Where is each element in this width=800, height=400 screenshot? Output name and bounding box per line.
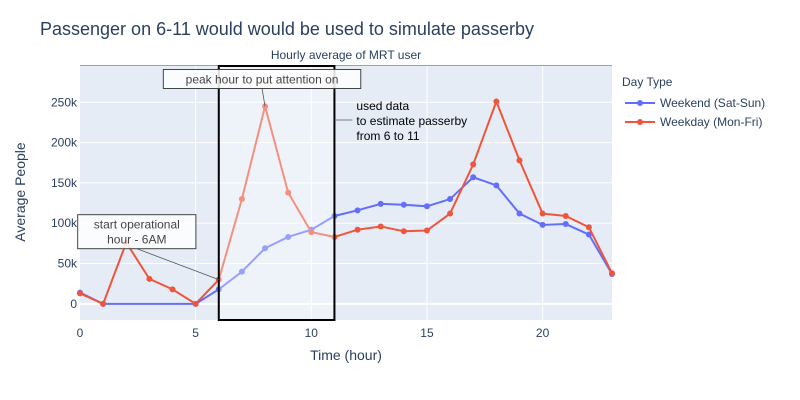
data-point <box>470 174 477 181</box>
annotation-text: to estimate passerby <box>356 114 467 128</box>
data-point <box>493 182 500 189</box>
annotation-arrow <box>261 88 266 107</box>
annotation-box <box>77 214 197 250</box>
x-tick-label: 10 <box>305 326 319 340</box>
data-point <box>470 161 477 168</box>
data-point <box>77 290 83 297</box>
data-point <box>377 200 384 207</box>
data-point <box>516 157 523 164</box>
y-tick-label: 200k <box>51 136 78 150</box>
annotation-box <box>162 69 362 89</box>
data-point <box>146 275 153 282</box>
data-point <box>285 189 292 196</box>
legend-marker <box>637 100 643 106</box>
plot-area <box>80 66 612 320</box>
annotation-arrow <box>136 248 219 281</box>
x-axis-label: Time (hour) <box>310 347 382 363</box>
annotation-text: from 6 to 11 <box>356 129 419 143</box>
data-point <box>354 226 361 233</box>
y-tick-label: 0 <box>70 297 77 311</box>
data-point <box>400 228 407 235</box>
y-tick-label: 150k <box>51 176 78 190</box>
data-point <box>539 221 546 228</box>
data-point <box>238 196 245 203</box>
series-layer <box>77 98 615 307</box>
annotations: peak hour to put attention on start opera… <box>77 69 467 281</box>
y-tick-label: 50k <box>58 257 78 271</box>
data-point <box>100 300 107 307</box>
data-point <box>192 300 199 307</box>
annotation-text: hour - 6AM <box>107 233 166 247</box>
highlight-region <box>217 65 336 321</box>
series-line <box>79 98 613 306</box>
data-point <box>169 286 176 293</box>
x-tick-label: 20 <box>536 326 550 340</box>
data-point <box>585 231 592 238</box>
data-point <box>285 233 292 240</box>
data-point <box>447 196 454 203</box>
legend-item[interactable]: Weekend (Sat-Sun) <box>625 96 765 110</box>
data-point <box>262 245 269 252</box>
data-point <box>562 212 569 219</box>
data-point <box>423 203 430 210</box>
chart-title: Passenger on 6-11 would would be used to… <box>40 19 534 39</box>
x-tick-label: 15 <box>420 326 434 340</box>
annotation-text: used data <box>356 99 409 113</box>
legend-item[interactable]: Weekday (Mon-Fri) <box>625 115 762 129</box>
data-point <box>516 210 523 217</box>
data-point <box>423 227 430 234</box>
data-point <box>400 201 407 208</box>
y-tick-label: 100k <box>51 216 78 230</box>
data-point <box>354 207 361 214</box>
legend-label: Weekday (Mon-Fri) <box>660 115 762 129</box>
y-tick-label: 250k <box>51 95 78 109</box>
y-axis-ticks: 0 50k 100k 150k 200k 250k <box>51 95 78 311</box>
legend[interactable]: Day Type Weekend (Sat-Sun) Weekday (Mon-Fr… <box>622 75 765 129</box>
data-point <box>585 224 592 231</box>
legend-label: Weekend (Sat-Sun) <box>660 96 765 110</box>
legend-title: Day Type <box>622 75 673 89</box>
x-tick-label: 0 <box>77 326 84 340</box>
annotation-text: start operational <box>94 218 180 232</box>
data-point <box>447 210 454 217</box>
annotation-text: peak hour to put attention on <box>186 73 339 87</box>
data-point <box>493 98 500 105</box>
y-axis-label: Average People <box>12 142 28 242</box>
chart-subtitle: Hourly average of MRT user <box>271 48 421 62</box>
data-point <box>308 229 315 236</box>
x-tick-label: 5 <box>192 326 199 340</box>
data-point <box>539 210 546 217</box>
data-point <box>562 221 569 228</box>
data-point <box>609 270 615 277</box>
x-axis-ticks: 0 5 10 15 20 <box>77 326 550 340</box>
data-point <box>238 268 245 275</box>
data-point <box>377 223 384 230</box>
legend-marker <box>637 119 643 125</box>
